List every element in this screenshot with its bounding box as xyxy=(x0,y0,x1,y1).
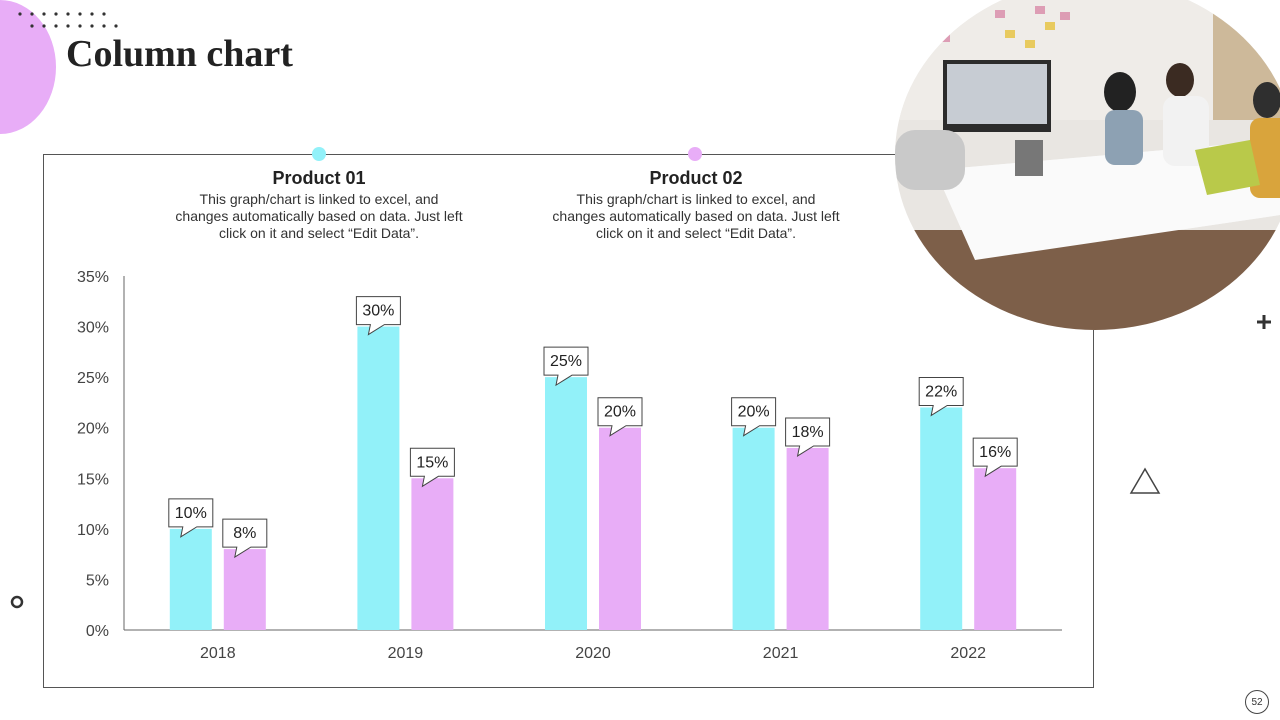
y-tick-label: 0% xyxy=(86,623,109,640)
y-tick-label: 35% xyxy=(77,269,109,286)
y-tick-label: 20% xyxy=(77,421,109,438)
bar-product-01 xyxy=(732,427,775,630)
data-label-callout xyxy=(222,518,268,559)
product-02-marker xyxy=(688,147,702,161)
bar-product-02 xyxy=(974,468,1017,630)
data-label-callout xyxy=(597,397,643,437)
y-tick-label: 15% xyxy=(77,471,109,488)
legend-product-02: Product 02 This graph/chart is linked to… xyxy=(551,168,841,242)
office-meeting-photo xyxy=(895,0,1280,330)
decorative-dot-row xyxy=(18,12,118,28)
data-label-callout xyxy=(731,397,777,437)
bar-product-02 xyxy=(223,549,266,630)
bar-product-02 xyxy=(411,478,454,630)
x-tick-label: 2022 xyxy=(950,645,986,662)
y-tick-label: 25% xyxy=(77,370,109,387)
data-label: 22% xyxy=(925,383,957,400)
data-label: 8% xyxy=(233,525,256,542)
bar-product-01 xyxy=(169,528,212,630)
data-label-callout xyxy=(409,447,455,488)
legend-product-01-name: Product 01 xyxy=(272,168,366,188)
bar-product-02 xyxy=(599,427,641,630)
product-01-marker xyxy=(312,147,326,161)
legend-product-01: Product 01 This graph/chart is linked to… xyxy=(174,168,464,242)
bar-product-01 xyxy=(545,377,587,630)
y-tick-label: 5% xyxy=(86,572,109,589)
data-label: 25% xyxy=(550,353,582,370)
data-label: 18% xyxy=(792,424,824,441)
x-tick-label: 2020 xyxy=(575,645,611,662)
x-tick-label: 2019 xyxy=(388,645,424,662)
data-label: 20% xyxy=(604,404,636,421)
data-label-callout xyxy=(785,417,831,457)
bar-product-01 xyxy=(357,326,400,630)
x-tick-label: 2021 xyxy=(763,645,799,662)
data-label-callout xyxy=(168,498,214,538)
data-label-callout xyxy=(918,376,964,417)
data-label: 16% xyxy=(979,444,1011,461)
data-label: 10% xyxy=(175,505,207,522)
legend-product-01-description: This graph/chart is linked to excel, and… xyxy=(175,191,463,241)
data-label: 20% xyxy=(738,404,770,421)
plus-icon xyxy=(1257,315,1271,329)
y-tick-label: 10% xyxy=(77,522,109,539)
legend-product-02-name: Product 02 xyxy=(649,168,743,188)
data-label-callout xyxy=(355,296,401,336)
page-number: 52 xyxy=(1245,690,1269,714)
bar-product-02 xyxy=(786,447,829,630)
bar-product-01 xyxy=(920,407,963,630)
data-label: 30% xyxy=(362,303,394,320)
page-title: Column chart xyxy=(66,33,293,75)
ring-icon xyxy=(10,595,24,609)
data-label-callout xyxy=(543,346,589,387)
legend-product-02-description: This graph/chart is linked to excel, and… xyxy=(552,191,840,241)
decorative-pink-circle xyxy=(0,0,56,134)
triangle-icon xyxy=(1129,467,1161,494)
data-label-callout xyxy=(972,437,1018,478)
chart-frame xyxy=(43,154,1094,688)
y-tick-label: 30% xyxy=(77,320,109,337)
data-label: 15% xyxy=(416,454,448,471)
x-tick-label: 2018 xyxy=(200,645,236,662)
